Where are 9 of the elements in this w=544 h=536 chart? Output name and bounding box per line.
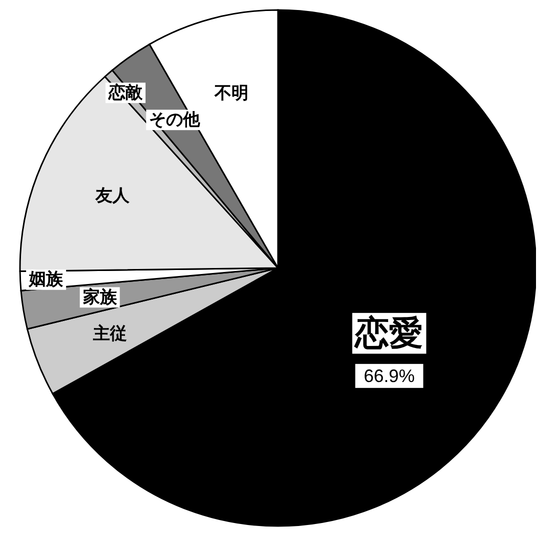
slice-label: 恋愛 bbox=[354, 313, 424, 354]
slice-label: 恋敵 bbox=[108, 82, 144, 103]
slice-label: 友人 bbox=[94, 186, 130, 206]
slice-label: 不明 bbox=[213, 84, 248, 104]
data-label: 66.9% bbox=[364, 366, 415, 386]
slice-label: その他 bbox=[149, 110, 202, 130]
slice-label: 家族 bbox=[82, 287, 118, 308]
slice-label: 姻族 bbox=[28, 270, 64, 290]
slice-label: 主従 bbox=[92, 324, 127, 344]
